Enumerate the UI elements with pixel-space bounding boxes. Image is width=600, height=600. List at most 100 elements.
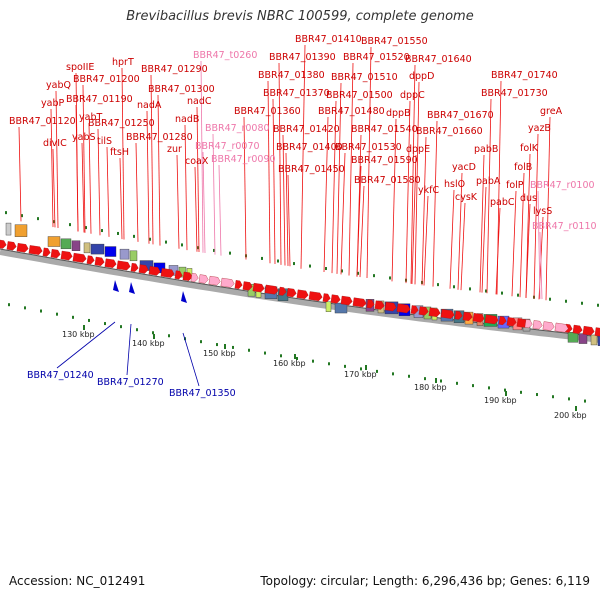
gene-label[interactable]: lysS: [533, 206, 552, 217]
gene-label[interactable]: BBR47_01120: [9, 116, 76, 127]
rna-arrow: [208, 275, 221, 286]
gene-arrow: [138, 264, 149, 274]
gene-label[interactable]: dppE: [406, 144, 430, 155]
gene-label[interactable]: BBR47_01530: [335, 142, 402, 153]
pseudo-label[interactable]: BBR47_01270: [97, 377, 164, 388]
gene-label[interactable]: BBR47_01640: [405, 54, 472, 65]
gene-label[interactable]: ykfC: [418, 185, 439, 196]
gene-connector: [457, 172, 463, 290]
gene-label[interactable]: BBR47_01740: [491, 70, 558, 81]
gene-connector: [356, 165, 362, 277]
gene-label[interactable]: divIC: [43, 138, 67, 149]
gene-label[interactable]: tilS: [97, 136, 112, 147]
gene-label[interactable]: BBR47_01370: [263, 88, 330, 99]
pseudo-label[interactable]: BBR47_01240: [27, 370, 94, 381]
gene-label[interactable]: pabC: [490, 197, 515, 208]
gene-label[interactable]: nadA: [137, 100, 162, 111]
gene-label[interactable]: folK: [520, 143, 539, 154]
gene-connector: [331, 100, 337, 274]
gene-label[interactable]: dppB: [386, 108, 411, 119]
gene-arrow: [454, 310, 463, 320]
gene-connector: [196, 106, 200, 253]
gene-label[interactable]: BBR47_01300: [148, 84, 215, 95]
gene-label[interactable]: BBR47_01480: [318, 106, 385, 117]
gene-label[interactable]: BBR47_01420: [273, 124, 340, 135]
genome-backbone: [0, 249, 600, 343]
rna-label[interactable]: BBR47_r0070: [195, 141, 260, 152]
gene-connector: [340, 152, 346, 275]
rna-label[interactable]: BBR47_t0260: [193, 50, 257, 61]
gene-arrow: [374, 300, 385, 310]
gene-arrow: [16, 243, 29, 253]
gene-label[interactable]: greA: [540, 106, 563, 117]
gene-label[interactable]: BBR47_01400: [276, 142, 343, 153]
rna-label[interactable]: BBR47_r0100: [530, 180, 595, 191]
gene-label[interactable]: pabB: [474, 144, 498, 155]
gene-label[interactable]: coaX: [185, 156, 209, 167]
gene-label[interactable]: BBR47_01190: [66, 94, 133, 105]
gene-label[interactable]: yabP: [41, 98, 64, 109]
gene-label[interactable]: dus: [520, 193, 537, 204]
gene-connector: [336, 82, 342, 274]
gene-label[interactable]: dppD: [409, 71, 434, 82]
gene-label[interactable]: dppC: [400, 90, 425, 101]
gene-connector: [405, 100, 411, 284]
gene-arrow: [572, 324, 583, 334]
gene-label[interactable]: pabA: [476, 176, 501, 187]
gene-label[interactable]: BBR47_01510: [331, 72, 398, 83]
rna-label[interactable]: BBR47_r0090: [211, 154, 276, 165]
rna-connector: [202, 151, 206, 254]
gene-connector: [243, 116, 247, 260]
gene-arrow: [330, 294, 341, 304]
gene-label[interactable]: BBR47_01540: [351, 124, 418, 135]
rna-label[interactable]: BBR47_r0080: [205, 123, 270, 134]
gene-arrow: [86, 255, 95, 265]
gene-label[interactable]: yacD: [452, 162, 476, 173]
gene-label[interactable]: yabS: [72, 132, 96, 143]
gene-connector: [486, 98, 492, 294]
cog-block: [83, 242, 91, 254]
rna-label[interactable]: BBR47_r0110: [532, 221, 597, 232]
gene-label[interactable]: BBR47_01410: [295, 34, 362, 45]
rna-arrow: [198, 274, 209, 284]
pseudo-label[interactable]: BBR47_01350: [169, 388, 236, 399]
gene-label[interactable]: BBR47_01520: [343, 52, 410, 63]
gene-connector: [423, 195, 429, 286]
gene-label[interactable]: hprT: [112, 57, 134, 68]
gene-label[interactable]: cysK: [455, 192, 478, 203]
gene-label[interactable]: nadB: [175, 114, 199, 125]
gene-label[interactable]: hslO: [444, 179, 465, 190]
gene-label[interactable]: folP: [506, 180, 524, 191]
gene-arrow: [104, 258, 117, 268]
gene-label[interactable]: yabQ: [46, 80, 71, 91]
gene-label[interactable]: BBR47_01580: [354, 175, 421, 186]
gene-label[interactable]: nadC: [187, 96, 212, 107]
gene-connector: [146, 110, 150, 244]
gene-connector: [50, 108, 54, 228]
gene-label[interactable]: BBR47_01360: [234, 106, 301, 117]
gene-arrow: [484, 314, 499, 325]
accession-text: Accession: NC_012491: [9, 574, 146, 588]
rna-connector: [218, 164, 222, 256]
gene-label[interactable]: BBR47_01660: [416, 126, 483, 137]
gene-connector: [323, 116, 329, 273]
gene-label[interactable]: folB: [514, 162, 532, 173]
gene-label[interactable]: BBR47_01670: [427, 110, 494, 121]
gene-label[interactable]: BBR47_01250: [88, 118, 155, 129]
gene-label[interactable]: spoIIE: [66, 62, 94, 73]
gene-label[interactable]: yabT: [79, 112, 102, 123]
gene-label[interactable]: BBR47_01450: [278, 164, 345, 175]
gene-label[interactable]: ftsH: [110, 147, 129, 158]
cog-block: [71, 240, 81, 251]
gene-label[interactable]: yazB: [528, 123, 551, 134]
gene-label[interactable]: BBR47_01380: [258, 70, 325, 81]
gene-label[interactable]: BBR47_01500: [326, 90, 393, 101]
gene-label[interactable]: BBR47_01200: [73, 74, 140, 85]
gene-label[interactable]: BBR47_01550: [361, 36, 428, 47]
gene-label[interactable]: BBR47_01290: [141, 64, 208, 75]
gene-label[interactable]: BBR47_01730: [481, 88, 548, 99]
gene-label[interactable]: zur: [167, 144, 182, 155]
gene-label[interactable]: BBR47_01280: [126, 132, 193, 143]
gene-label[interactable]: BBR47_01390: [269, 52, 336, 63]
gene-label[interactable]: BBR47_01590: [351, 155, 418, 166]
